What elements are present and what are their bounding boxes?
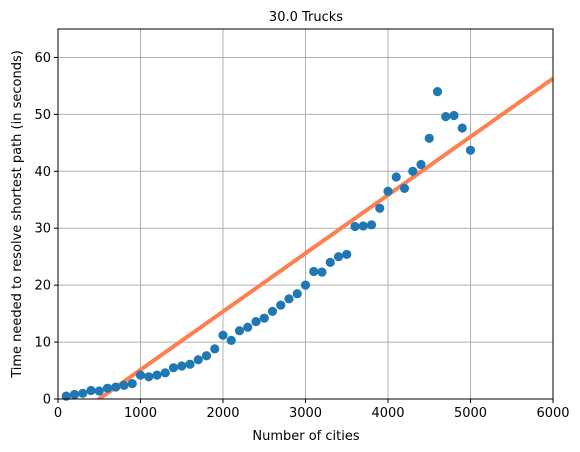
y-tick-label: 10 [34, 336, 51, 351]
data-point [201, 351, 212, 361]
data-point [234, 326, 245, 336]
data-point [449, 110, 459, 121]
data-point [102, 383, 113, 393]
data-point [152, 370, 162, 380]
data-point [86, 385, 96, 396]
y-tick-label: 60 [34, 51, 51, 66]
y-tick-label: 40 [34, 165, 51, 180]
data-point [69, 389, 80, 400]
data-point [168, 363, 179, 373]
data-point [276, 300, 286, 310]
data-point [135, 370, 146, 380]
data-point [193, 355, 203, 365]
data-point [218, 330, 228, 340]
data-point [160, 368, 170, 378]
data-point [309, 266, 319, 277]
data-point [259, 313, 269, 323]
data-point [292, 289, 302, 299]
data-point [94, 386, 104, 396]
data-point [144, 372, 154, 382]
data-point [177, 361, 187, 371]
data-point [457, 123, 467, 133]
data-point [416, 159, 426, 170]
data-point [243, 322, 253, 332]
data-point [317, 267, 327, 277]
data-point [267, 306, 278, 316]
data-point [111, 382, 121, 392]
data-point [119, 380, 129, 390]
data-point [358, 221, 368, 231]
data-point [226, 335, 236, 345]
y-axis-label: Time needed to resolve shortest path (in… [10, 50, 25, 379]
data-point [408, 166, 418, 176]
y-tick-label: 30 [34, 222, 51, 237]
data-point [210, 344, 220, 354]
x-tick-label: 2000 [206, 406, 239, 421]
data-point [342, 249, 352, 260]
scatter-points [61, 87, 476, 401]
x-axis-label: Number of cities [252, 429, 359, 444]
data-point [333, 252, 344, 262]
data-point [375, 203, 385, 213]
data-point [424, 133, 434, 143]
x-tick-label: 0 [54, 406, 62, 421]
data-point [350, 221, 360, 232]
y-tick-label: 20 [34, 279, 51, 294]
data-point [127, 379, 137, 389]
y-tick-label: 0 [43, 393, 51, 408]
data-point [61, 391, 71, 401]
chart-title: 30.0 Trucks [269, 10, 343, 25]
data-point [300, 280, 311, 290]
data-point [251, 316, 261, 327]
data-point [185, 359, 195, 369]
data-point [284, 294, 294, 304]
data-point [399, 183, 410, 193]
x-tick-label: 4000 [371, 406, 404, 421]
grid-lines [57, 29, 554, 400]
x-tick-label: 6000 [536, 406, 569, 421]
y-tick-label: 50 [34, 108, 51, 123]
data-point [78, 388, 88, 398]
fit-line [95, 76, 553, 399]
data-point [325, 257, 335, 267]
x-axis-ticks: 0 1000 2000 3000 4000 5000 6000 [54, 399, 570, 421]
data-point [366, 220, 377, 230]
x-tick-label: 3000 [289, 406, 322, 421]
y-axis-ticks: 0 10 20 30 40 50 60 [34, 51, 58, 408]
x-tick-label: 1000 [124, 406, 157, 421]
data-point [465, 145, 476, 155]
data-point [383, 186, 393, 196]
data-point [391, 172, 401, 182]
data-point [432, 87, 443, 97]
fit-line-layer [95, 76, 553, 399]
x-tick-label: 5000 [454, 406, 487, 421]
data-point [441, 112, 451, 122]
